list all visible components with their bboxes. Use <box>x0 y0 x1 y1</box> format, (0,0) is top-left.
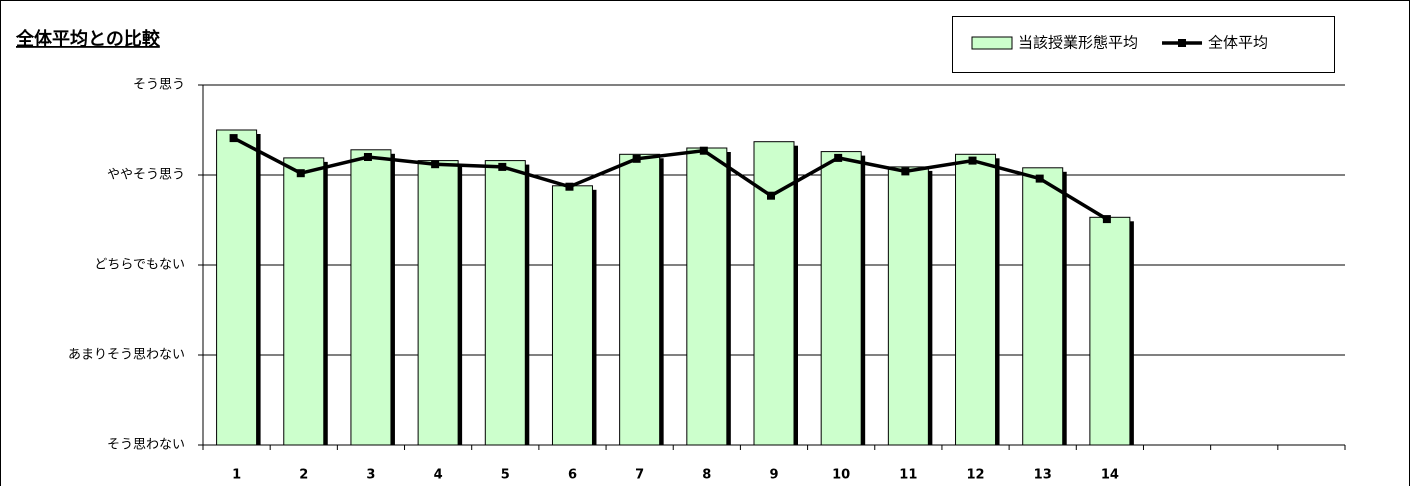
bar <box>551 185 593 446</box>
x-tick-label: 9 <box>769 468 778 483</box>
y-tick-label: あまりそう思わない <box>68 348 185 363</box>
x-tick-label: 11 <box>899 468 917 483</box>
bar <box>820 151 862 446</box>
x-tick-label: 5 <box>501 468 510 483</box>
line-marker <box>565 182 574 191</box>
legend-swatch <box>971 36 1013 50</box>
x-tick-label: 3 <box>366 468 375 483</box>
line-marker <box>834 153 843 162</box>
bar <box>484 160 526 446</box>
legend: 当該授業形態平均 全体平均 <box>952 16 1335 73</box>
chart-title: 全体平均との比較 <box>15 28 161 50</box>
line-marker <box>229 134 238 143</box>
x-tick-label: 13 <box>1034 468 1052 483</box>
legend-marker <box>1178 39 1187 47</box>
bar <box>686 147 728 446</box>
line-marker <box>901 167 910 176</box>
line-marker <box>296 169 305 178</box>
x-tick-label: 8 <box>702 468 711 483</box>
line-marker <box>699 146 708 155</box>
bar <box>283 157 325 446</box>
line-marker <box>363 153 372 161</box>
legend-label: 当該授業形態平均 <box>1018 34 1138 52</box>
y-tick-label: そう思う <box>133 78 185 93</box>
x-tick-label: 6 <box>568 468 577 483</box>
y-tick-label: ややそう思う <box>107 168 185 183</box>
line-marker <box>968 156 977 165</box>
bar <box>887 166 929 446</box>
x-tick-label: 1 <box>232 468 241 483</box>
bar <box>216 129 258 446</box>
y-tick-label: そう思わない <box>107 438 185 453</box>
bar <box>350 149 392 446</box>
bar <box>955 153 997 446</box>
x-tick-label: 2 <box>299 468 308 483</box>
line-marker <box>498 162 507 171</box>
line-marker <box>431 160 440 169</box>
line-marker <box>632 154 641 163</box>
bar <box>1022 167 1064 446</box>
legend-label: 全体平均 <box>1208 34 1268 52</box>
bar <box>1089 216 1131 446</box>
legend-box <box>952 16 1335 73</box>
x-tick-label: 4 <box>434 468 443 483</box>
x-tick-label: 10 <box>832 468 850 483</box>
line-marker <box>767 191 775 200</box>
y-tick-label: どちらでもない <box>94 258 185 273</box>
line-marker <box>1035 174 1044 183</box>
x-tick-label: 7 <box>635 468 644 483</box>
line <box>232 136 1108 221</box>
x-tick-label: 14 <box>1101 468 1119 483</box>
bar <box>619 153 661 446</box>
bar <box>417 160 459 446</box>
line-marker <box>1102 215 1111 224</box>
x-tick-label: 12 <box>966 468 984 483</box>
